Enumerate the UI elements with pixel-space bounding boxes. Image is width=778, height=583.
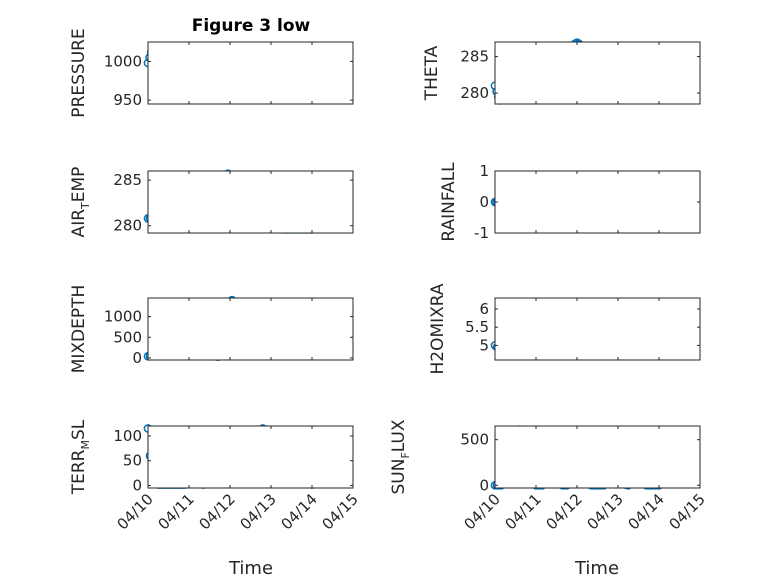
axes-box [147,170,354,234]
y-tick-label: 0 [132,349,142,367]
y-axis-label-part: SL [69,419,89,440]
y-tick-label: 500 [460,431,489,449]
y-axis-label-part: SUN [389,459,409,495]
y-tick-label: 1000 [104,52,142,70]
axes-box [147,41,354,105]
axes-box [494,170,701,234]
axes-box [494,41,701,105]
y-axis-label: PRESSURE [69,28,89,117]
y-axis-label-subscript: M [79,440,92,450]
y-tick-label: 50 [123,452,142,470]
x-axis-label: Time [574,558,619,579]
y-tick-label: 950 [113,91,142,109]
subplot-h2omixra: 55.56 H2OMIXRA [428,283,701,375]
subplot-pressure: 950 1000 PRESSURE [69,28,354,118]
x-tick-label: 04/15 [319,490,362,533]
figure-title: Figure 3 low [192,16,311,36]
y-tick-label: 1000 [104,308,142,326]
y-axis-label-subscript: F [399,452,412,458]
subplot-theta: 280 285 THETA [422,38,701,105]
axes-box [494,297,701,361]
y-tick-label: 0 [479,193,489,211]
y-tick-label: 285 [460,48,489,66]
x-tick-label: 04/14 [625,490,668,533]
x-tick-label: 04/14 [278,490,321,533]
axes-box [147,297,354,361]
y-axis-label: THETA [422,45,442,101]
y-axis-label-subscript: T [79,202,92,210]
x-tick-label: 04/10 [461,490,504,533]
y-axis-label-part: AIR [69,209,89,238]
y-axis-label-part: LUX [389,419,409,452]
y-tick-label: 280 [460,84,489,102]
subplot-mixdepth: 0 500 1000 MIXDEPTH [69,285,354,374]
subplot-air-temp: 280 285 AIRTEMP [69,167,354,238]
x-tick-label: 04/13 [584,490,627,533]
x-tick-label: 04/11 [502,490,545,533]
y-axis-label: RAINFALL [439,162,459,242]
x-tick-label: 04/15 [666,490,709,533]
y-tick-label: 6 [479,300,489,318]
axes-box [147,425,354,489]
y-axis-label: SUNFLUX [389,419,412,494]
y-axis-label-part: TERR [69,449,89,495]
y-tick-label: 500 [113,328,142,346]
axes-box [494,425,701,489]
y-tick-label: 1 [479,162,489,180]
x-tick-label: 04/10 [114,490,157,533]
y-tick-label: 285 [113,171,142,189]
y-tick-label: 5 [479,336,489,354]
x-tick-label: 04/12 [196,490,239,533]
x-tick-label: 04/11 [155,490,198,533]
y-axis-label-part: EMP [69,167,89,203]
x-axis-label: Time [228,558,273,579]
y-tick-label: 0 [132,477,142,495]
x-tick-label: 04/12 [543,490,586,533]
subplot-rainfall: -1 0 1 RAINFALL [439,162,701,242]
x-tick-label: 04/13 [237,490,280,533]
y-tick-label: 280 [113,217,142,235]
y-axis-label: AIRTEMP [69,167,92,238]
y-axis-label: TERRMSL [69,419,92,495]
y-axis-label: H2OMIXRA [428,283,448,374]
y-axis-label: MIXDEPTH [69,285,89,374]
y-tick-label: 100 [113,427,142,445]
y-tick-label: -1 [474,224,489,242]
y-tick-label: 5.5 [465,318,489,336]
y-tick-label: 0 [479,476,489,494]
